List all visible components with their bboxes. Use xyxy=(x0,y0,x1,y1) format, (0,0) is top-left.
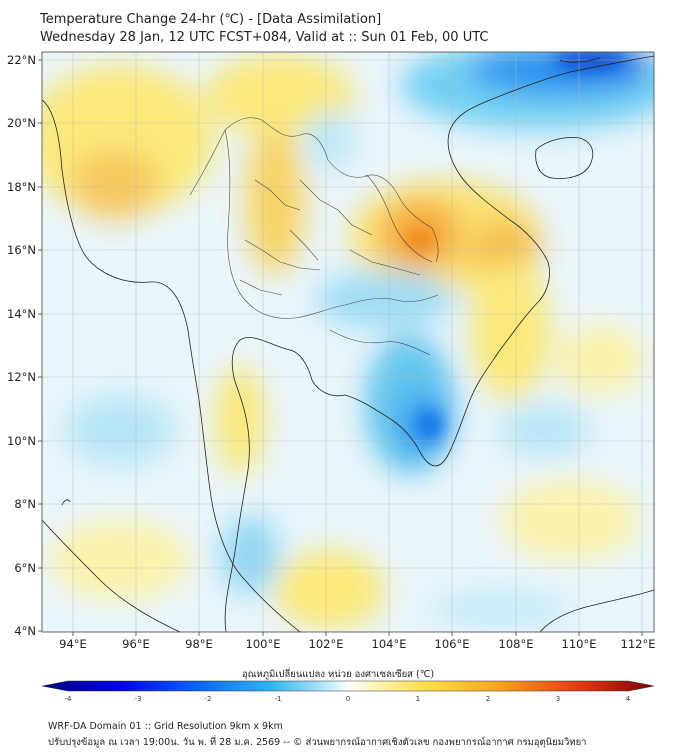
lon-label: 106°E xyxy=(435,637,470,651)
colorbar-title: อุณหภูมิเปลี่ยนแปลง หน่วย องศาเซลเซียส (… xyxy=(241,669,435,680)
lat-label: 16°N xyxy=(7,243,36,257)
colorbar-tick: -1 xyxy=(275,695,282,703)
footer-model-info: WRF-DA Domain 01 :: Grid Resolution 9km … xyxy=(48,721,283,732)
lon-label: 104°E xyxy=(372,637,407,651)
colorbar-ticks: -4 -3 -2 -1 0 1 2 3 4 xyxy=(65,695,631,703)
lat-label: 10°N xyxy=(7,434,36,448)
lon-label: 110°E xyxy=(562,637,597,651)
lat-label: 6°N xyxy=(14,561,36,575)
lat-label: 8°N xyxy=(14,497,36,511)
colorbar-bar xyxy=(41,680,655,692)
lat-label: 14°N xyxy=(7,307,36,321)
colorbar-tick: 1 xyxy=(416,695,420,703)
axis-ticks xyxy=(38,59,643,636)
lon-label: 96°E xyxy=(122,637,150,651)
colorbar-tick: 4 xyxy=(626,695,631,703)
lat-label: 18°N xyxy=(7,180,36,194)
gridlines xyxy=(42,52,654,632)
map-subtitle: Wednesday 28 Jan, 12 UTC FCST+084, Valid… xyxy=(40,30,489,45)
map-frame xyxy=(41,51,655,633)
colorbar-tick: -3 xyxy=(135,695,142,703)
map-title: Temperature Change 24-hr (℃) - [Data Ass… xyxy=(40,12,382,27)
borders xyxy=(189,117,439,356)
lon-label: 94°E xyxy=(59,637,87,651)
lon-label: 100°E xyxy=(246,637,281,651)
field-layer xyxy=(42,52,654,632)
lat-label: 12°N xyxy=(7,370,36,384)
lat-label: 20°N xyxy=(7,116,36,130)
coastlines xyxy=(42,55,654,632)
footer-credit: ปรับปรุงข้อมูล ณ เวลา 19:00น. วัน พ. ที่… xyxy=(48,737,587,748)
lon-label: 108°E xyxy=(499,637,534,651)
colorbar-tick: 2 xyxy=(486,695,490,703)
longitude-labels: 94°E 96°E 98°E 100°E 102°E 104°E 106°E 1… xyxy=(59,637,655,651)
lon-label: 98°E xyxy=(185,637,213,651)
colorbar-tick: 3 xyxy=(556,695,560,703)
lon-label: 112°E xyxy=(621,637,656,651)
colorbar-tick: -4 xyxy=(65,695,73,703)
latitude-labels: 22°N 20°N 18°N 16°N 14°N 12°N 10°N 8°N 6… xyxy=(7,53,36,638)
colorbar-tick: -2 xyxy=(205,695,212,703)
lat-label: 22°N xyxy=(7,53,36,67)
colorbar-tick: 0 xyxy=(346,695,350,703)
colorbar: -4 -3 -2 -1 0 1 2 3 4 xyxy=(41,680,655,703)
lon-label: 102°E xyxy=(309,637,344,651)
lat-label: 4°N xyxy=(14,624,36,638)
